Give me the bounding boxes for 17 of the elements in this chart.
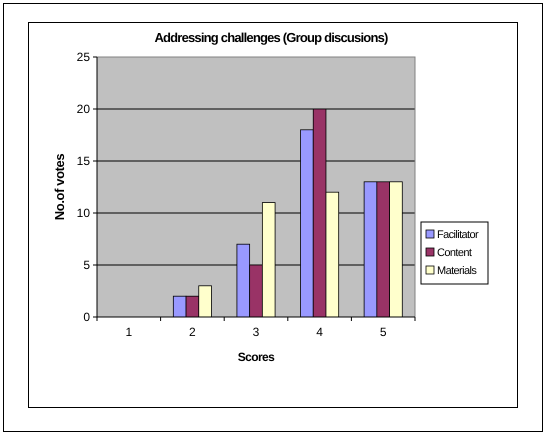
x-tick-label: 3 (252, 325, 260, 339)
y-tick-label: 5 (83, 258, 90, 272)
x-axis-title: Scores (238, 350, 276, 364)
legend-label: Facilitator (437, 229, 480, 241)
x-tick-label: 4 (316, 325, 324, 339)
y-tick-label: 0 (83, 310, 90, 324)
chart-title: Addressing challenges (Group discusions) (154, 30, 388, 45)
y-axis-title: No.of votes (52, 154, 67, 220)
y-tick-label: 20 (76, 102, 90, 116)
y-tick-label: 25 (76, 50, 90, 64)
legend-label: Content (437, 247, 472, 259)
x-tick-label: 5 (380, 325, 387, 339)
y-tick-label: 15 (76, 154, 90, 168)
x-tick-label: 1 (125, 325, 132, 339)
legend-label: Materials (437, 265, 478, 277)
y-tick-label: 10 (76, 206, 90, 220)
x-tick-label: 2 (189, 325, 196, 339)
